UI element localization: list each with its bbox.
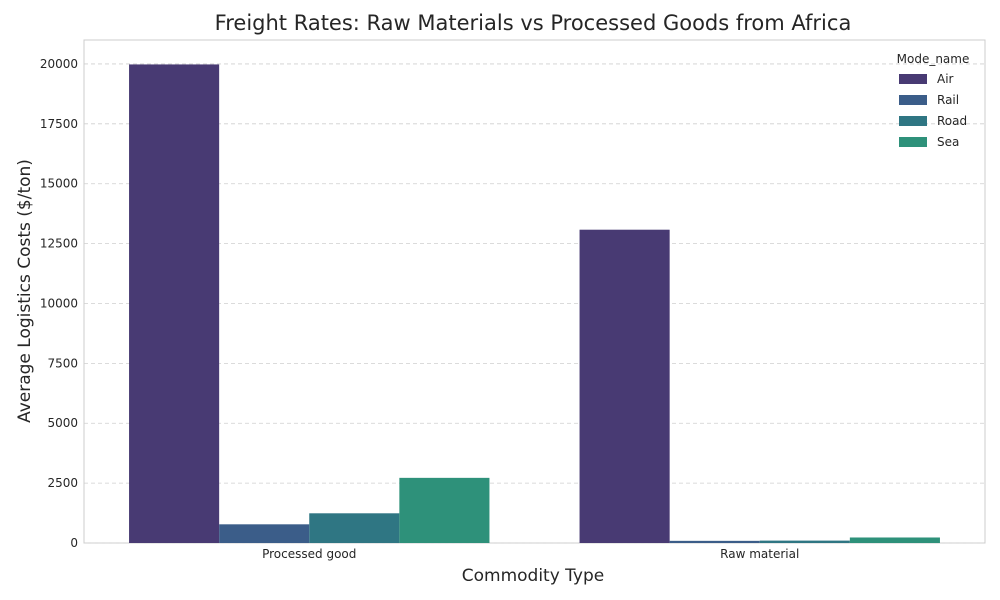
- x-tick-label: Processed good: [262, 547, 356, 561]
- y-tick-label: 7500: [47, 356, 78, 370]
- y-tick-label: 12500: [40, 237, 78, 251]
- x-axis-ticks: Processed good Raw material: [262, 547, 799, 561]
- y-axis-ticks: 0 2500 5000 7500 10000 12500 15000 17500 20000: [40, 57, 78, 550]
- bar-rail-processed-good: [219, 524, 310, 543]
- legend-swatch-road: [899, 116, 927, 126]
- x-axis-label: Commodity Type: [462, 566, 604, 586]
- y-tick-label: 17500: [40, 117, 78, 131]
- x-tick-label: Raw material: [720, 547, 799, 561]
- legend-label-sea: Sea: [937, 135, 959, 149]
- bar-air-raw-material: [579, 229, 670, 543]
- legend: Mode_name Air Rail Road Sea: [897, 52, 970, 149]
- legend-swatch-rail: [899, 95, 927, 105]
- bar-rail-raw-material: [669, 540, 760, 543]
- y-tick-label: 2500: [47, 476, 78, 490]
- chart-title: Freight Rates: Raw Materials vs Processe…: [215, 11, 852, 35]
- bar-road-processed-good: [309, 513, 400, 543]
- y-tick-label: 0: [70, 536, 78, 550]
- legend-swatch-sea: [899, 137, 927, 147]
- y-tick-label: 20000: [40, 57, 78, 71]
- bars: [129, 64, 940, 543]
- bar-sea-processed-good: [399, 477, 490, 543]
- bar-road-raw-material: [759, 540, 850, 543]
- bar-sea-raw-material: [849, 537, 940, 543]
- y-axis-label: Average Logistics Costs ($/ton): [15, 159, 35, 423]
- bar-air-processed-good: [129, 64, 220, 543]
- legend-label-air: Air: [937, 72, 954, 86]
- y-tick-label: 10000: [40, 296, 78, 310]
- y-tick-label: 5000: [47, 416, 78, 430]
- legend-swatch-air: [899, 74, 927, 84]
- legend-title: Mode_name: [897, 52, 970, 66]
- y-tick-label: 15000: [40, 177, 78, 191]
- legend-label-rail: Rail: [937, 93, 959, 107]
- legend-label-road: Road: [937, 114, 967, 128]
